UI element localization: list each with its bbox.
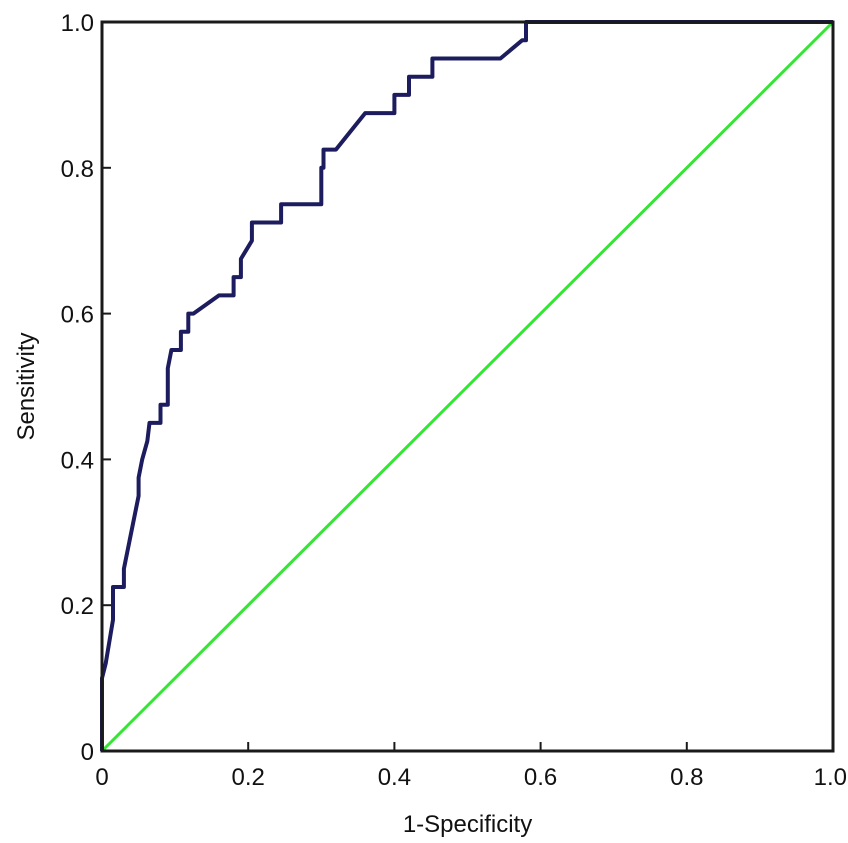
roc-curve-line: [100, 20, 833, 751]
x-axis: 0 0.2 0.4 0.6 0.8 1.0: [95, 742, 847, 791]
y-tick-label: 0: [81, 739, 94, 766]
x-axis-title: 1-Specificity: [403, 811, 532, 838]
y-axis-title: Sensitivity: [13, 332, 40, 440]
x-tick-label: 0.8: [670, 764, 703, 791]
y-tick-label: 1.0: [61, 10, 94, 37]
y-tick-label: 0.2: [61, 593, 94, 620]
plot-area: [100, 20, 835, 753]
x-tick-label: 0: [95, 764, 108, 791]
y-tick-label: 0.4: [61, 447, 94, 474]
y-axis: 0 0.2 0.4 0.6 0.8 1.0: [61, 10, 111, 766]
x-tick-label: 0.6: [524, 764, 557, 791]
x-tick-label: 1.0: [814, 764, 847, 791]
plot-frame: [100, 20, 835, 753]
y-tick-label: 0.6: [61, 302, 94, 329]
x-tick-label: 0.4: [378, 764, 411, 791]
reference-diagonal-line: [100, 20, 835, 753]
y-tick-label: 0.8: [61, 156, 94, 183]
x-tick-label: 0.2: [232, 764, 265, 791]
